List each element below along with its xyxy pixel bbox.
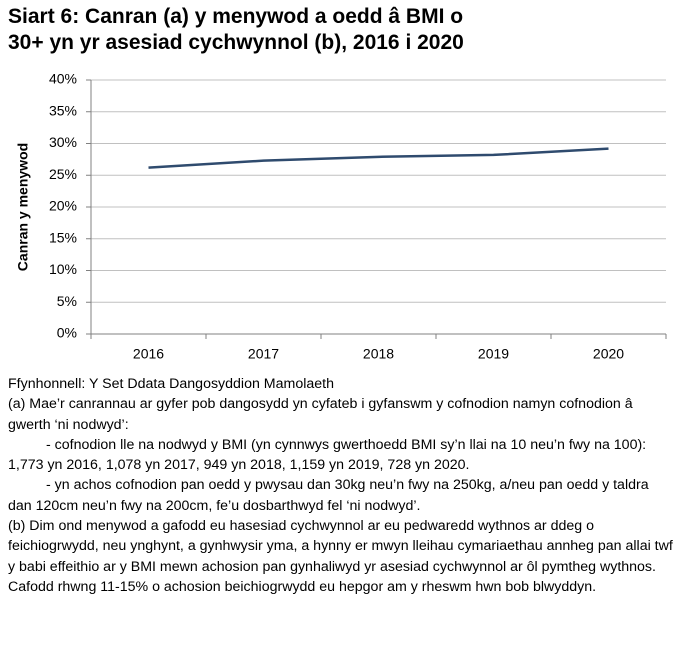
x-tick-label: 2019 [478,346,509,362]
line [148,147,609,169]
y-axis-label: Canran y menywod [15,143,31,271]
note: (a) Mae’r canrannau ar gyfer pob dangosy… [8,396,633,433]
y-tick-label: 25% [49,166,77,182]
y-tick-label: 30% [49,134,77,150]
x-tick-label: 2016 [133,346,164,362]
x-tick-label: 2020 [593,346,624,362]
chart-title: Siart 6: Canran (a) y menywod a oedd â B… [8,5,464,54]
x-tick-label: 2018 [363,346,394,362]
y-tick-label: 10% [49,261,77,277]
y-tick-label: 35% [49,102,77,118]
source: Ffynhonnell: Y Set Ddata Dangosyddion Ma… [8,376,334,392]
y-tick-label: 5% [57,293,77,309]
note-bullet: - yn achos cofnodion pan oedd y pwysau d… [8,477,649,514]
y-tick-label: 0% [57,325,77,341]
notes: Ffynhonnell: Y Set Ddata Dangosyddion Ma… [8,374,674,597]
x-tick-label: 2017 [248,346,279,362]
y-tick-label: 20% [49,198,77,214]
chart: Canran y menywod 0% 5% 10% 15% 20% 25% 30% 35% 4… [15,71,667,362]
y-tick-label: 40% [49,71,77,87]
note: (b) Dim ond menywod a gafodd eu hasesiad… [8,518,673,595]
note-bullet: - cofnodion lle na nodwyd y BMI (yn cynn… [8,436,647,474]
y-tick-label: 15% [49,229,77,245]
